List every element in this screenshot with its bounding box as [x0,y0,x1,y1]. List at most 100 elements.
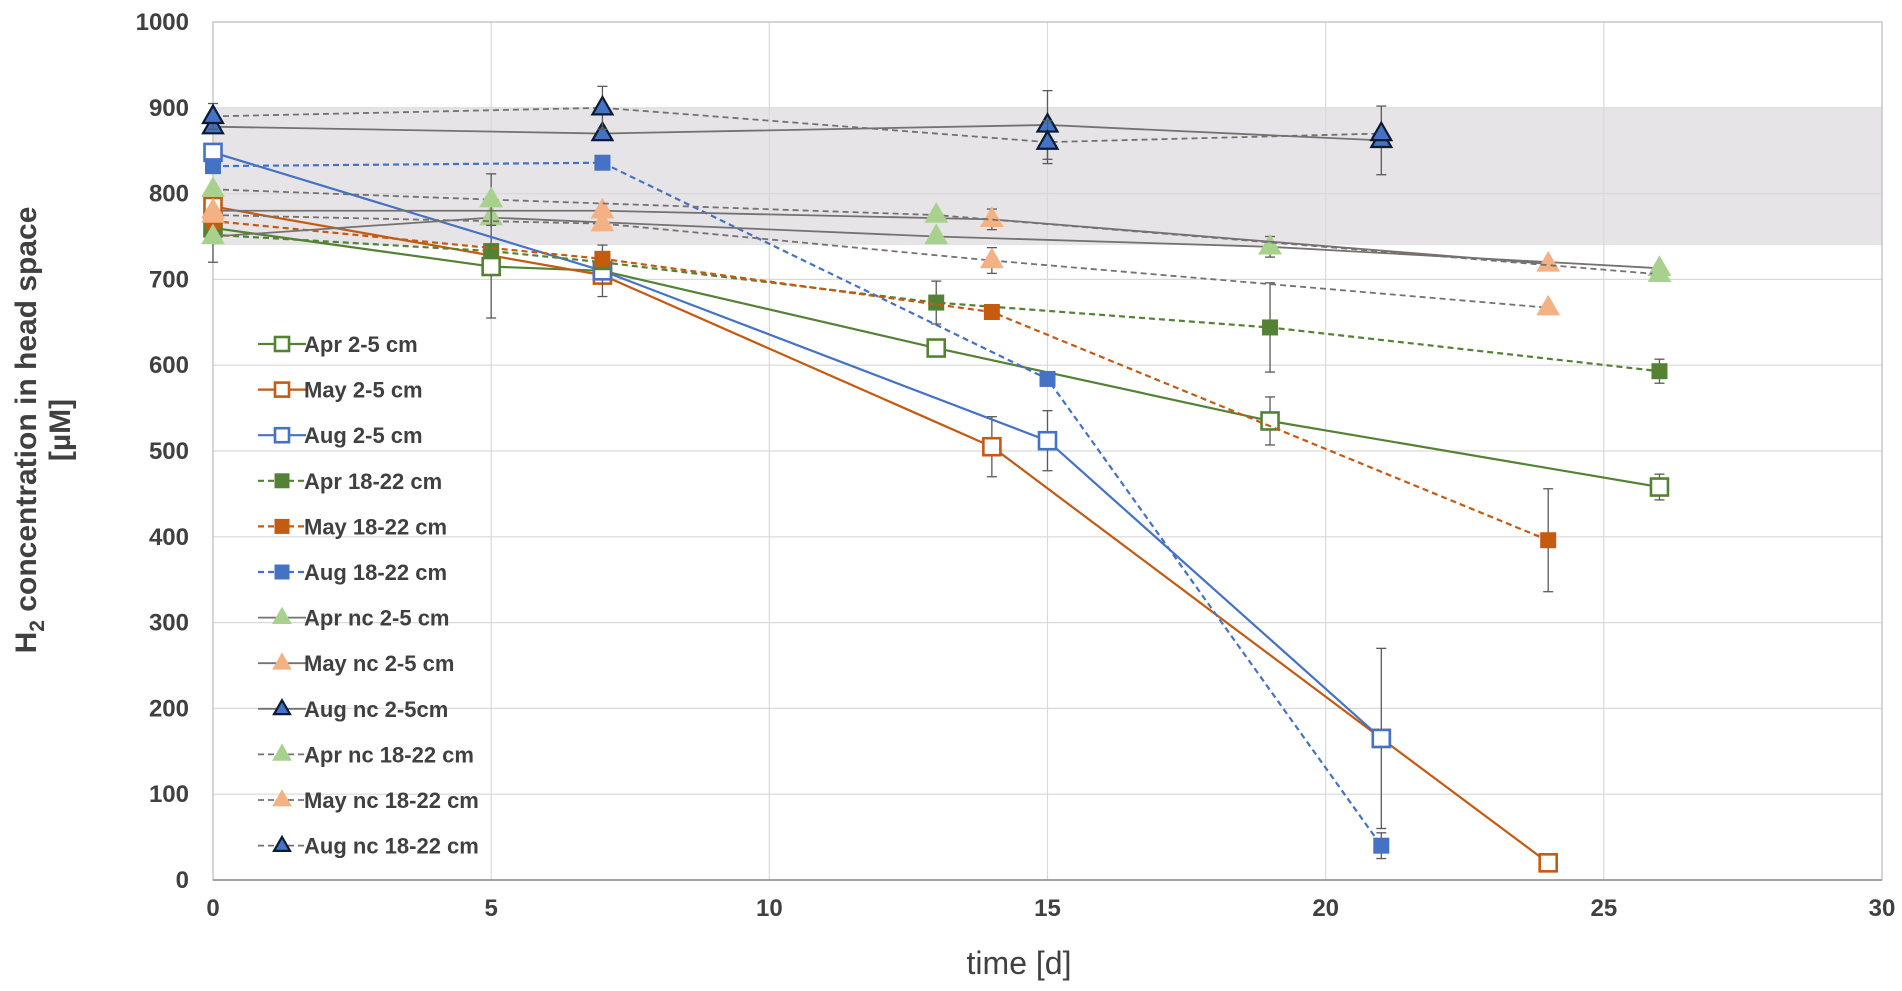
series-line [212,233,1660,373]
series-line [212,219,1549,542]
data-point [201,103,225,125]
data-point [982,436,1002,457]
series-apr-18-22-cm [205,226,1668,384]
data-point [590,210,615,232]
legend: Apr 2-5 cm May 2-5 cm Aug 2-5 cm Apr 18-22 … [258,332,479,859]
x-tick-label: 15 [1034,895,1061,922]
data-point [1035,129,1060,150]
y-tick-label: 900 [149,95,189,122]
x-tick-label: 20 [1312,895,1339,922]
legend-item: Aug nc 2-5cm [258,697,448,722]
data-point [1540,532,1557,549]
data-point [1651,363,1668,380]
x-tick-label: 10 [756,895,783,922]
legend-label: May nc 2-5 cm [304,651,454,676]
legend-label: Apr nc 18-22 cm [304,742,474,767]
legend-marker [273,426,291,444]
y-tick-label: 700 [149,266,189,293]
legend-item: May nc 2-5 cm [258,651,454,676]
x-tick-label: 5 [484,895,497,922]
legend-label: Apr 2-5 cm [304,332,418,357]
data-point [1649,477,1670,497]
data-point [1373,837,1390,854]
y-tick-label: 300 [149,610,189,637]
series-apr-nc-18-22-cm [201,173,1672,282]
y-tick-label: 800 [149,181,189,208]
data-point [1037,430,1058,451]
legend-label: Apr 18-22 cm [304,469,442,494]
series-aug-nc-18-22-cm [201,85,1394,165]
x-tick-label: 0 [206,895,219,922]
legend-label: Apr nc 2-5 cm [304,606,450,631]
legend-item: Aug nc 18-22 cm [258,834,479,859]
y-tick-label: 1000 [136,9,189,36]
data-point [1647,261,1672,282]
legend-label: May nc 18-22 cm [304,788,479,813]
y-tick-label: 0 [176,867,189,894]
series-may-18-22-cm [205,213,1557,593]
y-tick-label: 400 [149,524,189,551]
y-tick-label: 100 [149,781,189,808]
y-tick-label: 200 [149,695,189,722]
data-point [979,206,1004,228]
data-point [1536,294,1561,316]
legend-item: Aug 18-22 cm [258,560,447,585]
series-line [212,106,1382,144]
y-axis-title-main: H [10,632,43,654]
legend-label: Aug 2-5 cm [304,423,423,448]
legend-item: Apr nc 2-5 cm [258,606,450,631]
x-axis-title: time [d] [967,945,1072,981]
legend-marker [273,381,291,398]
y-axis-title-rest: concentration in head space [10,207,43,620]
y-axis-unit: [µM] [44,399,77,461]
data-point [928,294,945,311]
series-line [212,124,1382,142]
legend-label: May 2-5 cm [304,378,423,403]
series-may-nc-18-22-cm [201,202,1561,316]
data-point [1039,370,1056,387]
legend-item: Apr 18-22 cm [258,469,442,494]
data-point [594,250,611,267]
data-point [205,158,221,175]
y-axis-title: H2 concentration in head space [µM] [10,207,77,654]
legend-item: Apr 2-5 cm [258,332,418,357]
y-axis-title-subscript: 2 [26,620,49,632]
legend-marker [272,652,292,670]
data-point [201,223,225,245]
data-point [594,154,611,171]
data-point [1262,319,1279,336]
series-line [212,188,1660,276]
series-line [213,209,1549,265]
legend-marker [274,473,290,489]
series-aug-18-22-cm [205,154,1390,860]
x-tick-label: 30 [1869,895,1896,922]
legend-label: Aug nc 18-22 cm [304,834,479,859]
y-tick-label: 500 [149,438,189,465]
data-point [479,186,504,208]
legend-item: Aug 2-5 cm [258,423,423,448]
data-point [590,94,615,116]
legend-marker [274,518,290,534]
data-point [1538,853,1558,873]
legend-label: Aug 18-22 cm [304,560,447,585]
data-point [1369,120,1394,142]
legend-label: May 18-22 cm [304,514,447,539]
data-point [481,256,501,277]
legend-marker [272,789,292,807]
legend-item: May nc 18-22 cm [258,788,479,813]
legend-marker [272,834,292,852]
data-point [483,243,500,260]
legend-label: Aug nc 2-5cm [304,697,448,722]
data-point [924,223,949,245]
legend-marker [272,697,292,716]
data-point [201,176,225,198]
series-line [212,161,1383,847]
data-point [924,202,949,223]
x-tick-label: 25 [1590,895,1617,922]
legend-marker [272,606,292,624]
data-point [1371,728,1392,749]
y-tick-label: 600 [149,352,189,379]
legend-item: May 2-5 cm [258,378,423,403]
legend-marker [273,335,291,353]
